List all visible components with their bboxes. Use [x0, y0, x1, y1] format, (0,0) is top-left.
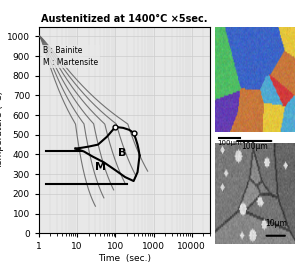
Text: 10μm: 10μm: [265, 219, 287, 228]
Text: ──: ──: [242, 139, 251, 145]
Text: M: M: [95, 162, 106, 172]
Title: Austenitized at 1400°C ×5sec.: Austenitized at 1400°C ×5sec.: [41, 14, 208, 24]
Text: 100μm: 100μm: [241, 142, 268, 151]
X-axis label: Time  (sec.): Time (sec.): [98, 254, 151, 263]
Text: 100μm: 100μm: [217, 140, 242, 147]
Text: B: B: [118, 148, 127, 158]
Text: 100μm: 100μm: [241, 152, 268, 161]
Text: B : Bainite
M : Martensite: B : Bainite M : Martensite: [44, 46, 98, 67]
Y-axis label: Temperature (°C): Temperature (°C): [0, 91, 4, 169]
